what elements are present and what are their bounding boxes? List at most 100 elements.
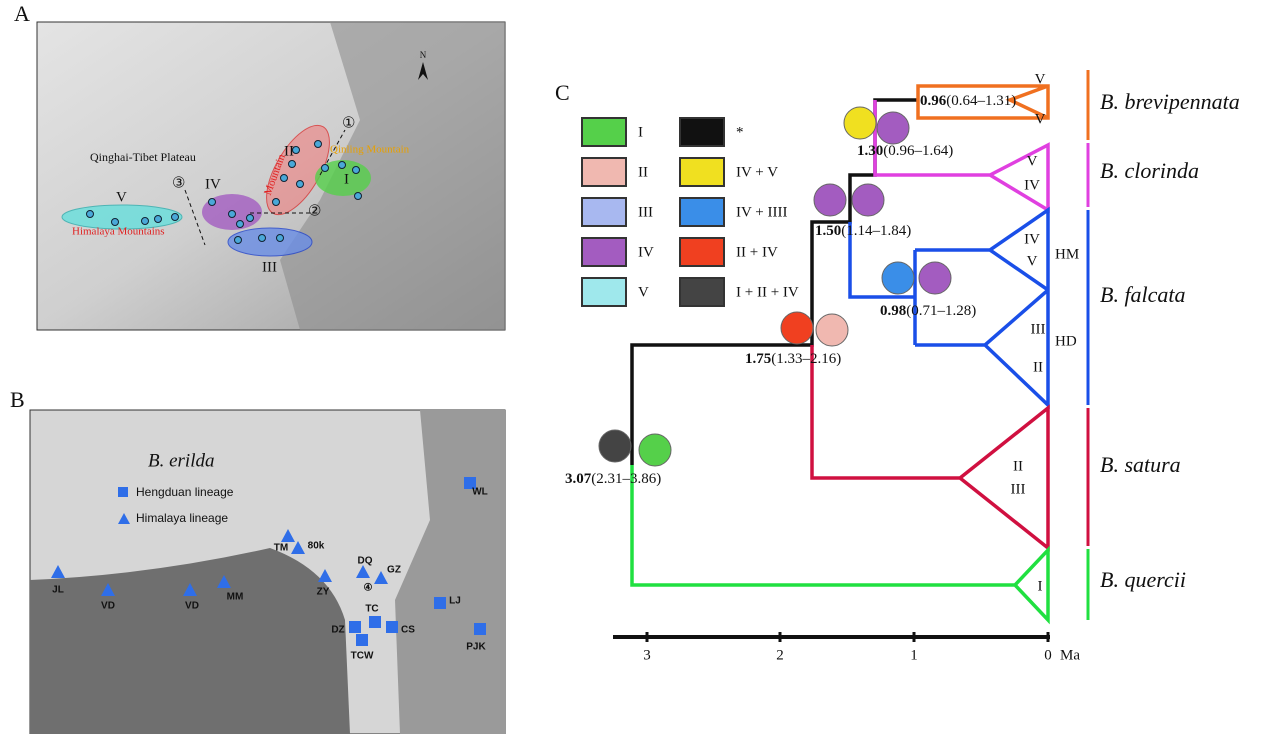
- site-marker: [474, 623, 486, 635]
- node-pie: [639, 434, 671, 466]
- triangle-label: III: [1031, 321, 1046, 337]
- node-pie: [852, 184, 884, 216]
- range: (0.96–1.64): [883, 143, 953, 159]
- group-label: HM: [1055, 246, 1079, 262]
- sample-dot: [281, 175, 288, 182]
- sample-dot: [235, 237, 242, 244]
- site-label: CS: [401, 625, 415, 636]
- legend-swatch: [680, 238, 724, 266]
- site-label: 80k: [308, 541, 325, 552]
- node-pie: [781, 312, 813, 344]
- map-label: Qinghai-Tibet Plateau: [90, 150, 196, 164]
- legend-label: IV + IIII: [736, 204, 788, 220]
- legend-label: Hengduan lineage: [136, 485, 234, 499]
- sample-dot: [112, 219, 119, 226]
- node-pie: [919, 262, 951, 294]
- legend-label: II: [638, 164, 648, 180]
- site-label: PJK: [466, 642, 486, 653]
- site-label: TCW: [351, 651, 374, 662]
- node-pie: [814, 184, 846, 216]
- panel-label: C: [555, 80, 570, 105]
- sample-dot: [293, 147, 300, 154]
- site-label: VD: [185, 601, 199, 612]
- sample-dot: [289, 161, 296, 168]
- sample-dot: [277, 235, 284, 242]
- sample-dot: [155, 216, 162, 223]
- site-label: LJ: [449, 596, 461, 607]
- barrier-label: ①: [342, 115, 355, 131]
- node-age: 1.50(1.14–1.84): [815, 223, 911, 239]
- site-marker: [369, 616, 381, 628]
- legend-swatch: [582, 118, 626, 146]
- sample-dot: [315, 141, 322, 148]
- site-marker: [386, 621, 398, 633]
- node-pie: [816, 314, 848, 346]
- sample-dot: [87, 211, 94, 218]
- site-label: DQ: [358, 556, 373, 567]
- range: (0.64–1.31): [946, 93, 1016, 109]
- panel-label: A: [14, 1, 30, 26]
- node-pie: [599, 430, 631, 462]
- axis-label: 3: [643, 647, 651, 663]
- sample-dot: [273, 199, 280, 206]
- axis-unit: Ma: [1060, 647, 1080, 663]
- legend-swatch: [680, 198, 724, 226]
- triangle-label: V: [1035, 71, 1046, 87]
- site-marker: [349, 621, 361, 633]
- legend-marker: [118, 487, 128, 497]
- lineage-label: III: [262, 259, 277, 275]
- site-label: DZ: [331, 625, 344, 636]
- axis-label: 2: [776, 647, 784, 663]
- clade-name: B. quercii: [1100, 567, 1186, 592]
- legend-label: II + IV: [736, 244, 778, 260]
- site-label: ④: [364, 583, 373, 594]
- legend-label: III: [638, 204, 653, 220]
- sample-dot: [247, 215, 254, 222]
- sample-dot: [229, 211, 236, 218]
- panel-label: B: [10, 387, 25, 412]
- axis-label: 0: [1044, 647, 1052, 663]
- age: 0.96: [920, 93, 947, 109]
- age: 1.75: [745, 351, 771, 367]
- triangle-label: II: [1013, 458, 1023, 474]
- triangle-label: V: [1027, 153, 1038, 169]
- species-label: B. erilda: [148, 450, 215, 471]
- clade-name: B. falcata: [1100, 282, 1186, 307]
- legend-swatch: [582, 278, 626, 306]
- site-label: WL: [472, 487, 488, 498]
- sample-dot: [339, 162, 346, 169]
- triangle-label: IV: [1024, 177, 1040, 193]
- range: (1.33–2.16): [771, 351, 841, 367]
- barrier-label: ③: [172, 175, 185, 191]
- site-marker: [434, 597, 446, 609]
- node-age: 3.07(2.31–3.86): [565, 471, 661, 487]
- clade-name: B. satura: [1100, 452, 1181, 477]
- age: 0.98: [880, 303, 906, 319]
- lineage-label: I: [344, 171, 349, 187]
- sample-dot: [237, 221, 244, 228]
- node-age: 0.96(0.64–1.31): [920, 93, 1016, 109]
- node-age: 0.98(0.71–1.28): [880, 303, 976, 319]
- node-age: 1.30(0.96–1.64): [857, 143, 953, 159]
- range: (0.71–1.28): [906, 303, 976, 319]
- sample-dot: [142, 218, 149, 225]
- legend-swatch: [680, 278, 724, 306]
- site-label: ZY: [317, 587, 330, 598]
- triangle-label: II: [1033, 359, 1043, 375]
- legend-swatch: [582, 238, 626, 266]
- barrier-label: ②: [308, 203, 321, 219]
- sample-dot: [297, 181, 304, 188]
- clade-name: B. brevipennata: [1100, 89, 1240, 114]
- legend-label: I: [638, 124, 643, 140]
- sample-dot: [353, 167, 360, 174]
- site-label: TC: [365, 604, 378, 615]
- legend-swatch: [680, 118, 724, 146]
- legend-label: *: [736, 124, 744, 140]
- range: (2.31–3.86): [591, 471, 661, 487]
- site-label: MM: [227, 592, 244, 603]
- triangle-label: V: [1035, 111, 1046, 127]
- age: 1.50: [815, 223, 841, 239]
- lineage-label: IV: [205, 176, 221, 192]
- triangle-label: III: [1011, 481, 1026, 497]
- group-label: HD: [1055, 333, 1077, 349]
